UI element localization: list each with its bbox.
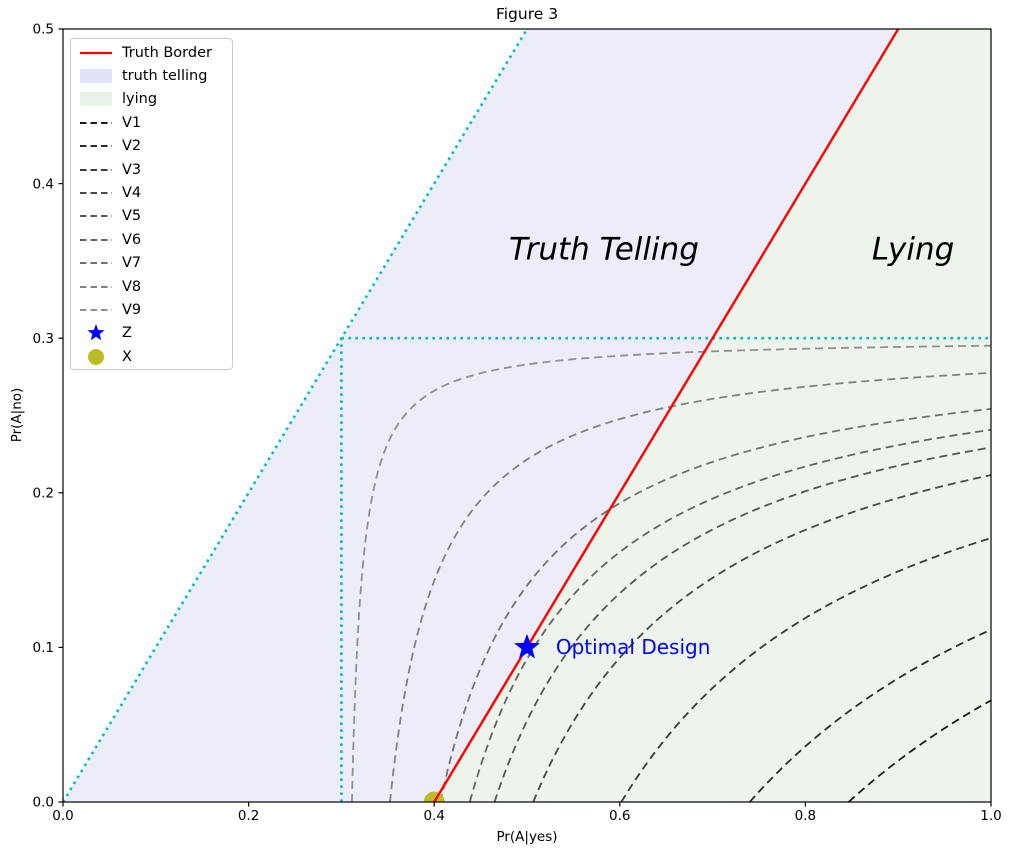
- y-tick-label: 0.0: [33, 795, 54, 811]
- legend-dashed-marker: [80, 262, 112, 265]
- legend-entry-v5: V5: [78, 205, 232, 228]
- legend-dashed-marker: [80, 192, 112, 194]
- x-tick-label: 0.2: [238, 808, 259, 824]
- x-tick-label: 0.6: [609, 808, 630, 824]
- legend-label: lying: [122, 91, 158, 108]
- legend-patch-marker: [80, 92, 112, 107]
- legend-entry-v3: V3: [78, 158, 232, 181]
- marker-Z-star: [514, 633, 540, 659]
- legend-entry-v9: V9: [78, 298, 232, 321]
- region-lying: [434, 29, 991, 802]
- legend-box: Truth Border truth telling lying V1 V2 V3 V4 V5…: [70, 38, 233, 370]
- legend-entry-v6: V6: [78, 228, 232, 251]
- legend-entry-v2: V2: [78, 135, 232, 158]
- legend-dashed-marker: [80, 285, 112, 288]
- legend-label: V5: [122, 208, 142, 225]
- y-tick-label: 0.2: [33, 486, 54, 502]
- legend-entry-v7: V7: [78, 252, 232, 275]
- contour-V7: [439, 407, 991, 802]
- legend-dashed-marker: [80, 145, 112, 148]
- legend-dashed-marker: [80, 168, 112, 171]
- contour-V1: [848, 699, 991, 802]
- y-tick-label: 0.3: [33, 331, 54, 347]
- legend-entry-lying: lying: [78, 88, 232, 111]
- legend-entry-truth-border: Truth Border: [78, 41, 232, 64]
- contour-V5: [493, 446, 991, 802]
- contour-V4: [532, 474, 991, 802]
- legend-entry-truth-telling: truth telling: [78, 64, 232, 87]
- annotation-truth-telling: Truth Telling: [509, 231, 699, 268]
- legend-line-marker: [80, 51, 112, 54]
- plot-contents: [63, 29, 991, 802]
- legend-label: V1: [122, 114, 142, 131]
- truth-border-line: [433, 29, 900, 802]
- legend-entry-z: Z: [78, 322, 232, 345]
- y-tick-label: 0.5: [33, 22, 54, 38]
- legend-circle-marker: [88, 348, 104, 365]
- legend-label: truth telling: [122, 68, 208, 85]
- y-axis-label: Pr(A|no): [9, 387, 25, 443]
- x-tick-label: 0.8: [795, 808, 816, 824]
- legend-label: V9: [122, 301, 142, 318]
- guide-line-0: [63, 29, 529, 802]
- axes-spines: [62, 28, 992, 803]
- legend-label: V2: [122, 138, 142, 155]
- contour-V2: [749, 628, 991, 802]
- legend-label: V7: [122, 255, 142, 272]
- legend-label: V3: [122, 161, 142, 178]
- x-axis-label: Pr(A|yes): [496, 829, 558, 845]
- legend-patch-glyph: [80, 69, 112, 84]
- x-tick-label: 0.4: [423, 808, 444, 824]
- legend-circle-glyph: [88, 348, 104, 365]
- legend-label: Z: [122, 325, 132, 342]
- legend-entry-v8: V8: [78, 275, 232, 298]
- legend-dashed-marker: [80, 121, 112, 124]
- annotation-lying: Lying: [871, 231, 955, 268]
- contour-V6: [468, 428, 991, 802]
- legend-star-glyph: [87, 324, 105, 341]
- legend-dashed-marker: [80, 238, 112, 241]
- legend-label: V6: [122, 231, 142, 248]
- legend-dashed-marker: [80, 215, 112, 218]
- legend-patch-glyph: [80, 92, 112, 107]
- legend-label: V8: [122, 278, 142, 295]
- region-truth-telling: [63, 29, 899, 802]
- plot-title: Figure 3: [495, 5, 559, 23]
- legend-label: X: [122, 348, 132, 365]
- legend-patch-marker: [80, 69, 112, 84]
- legend-star-marker: [87, 324, 105, 341]
- x-tick-label: 0.0: [52, 808, 73, 824]
- legend-entry-v1: V1: [78, 111, 232, 134]
- contour-V9: [351, 344, 991, 802]
- y-tick-label: 0.4: [33, 176, 54, 192]
- y-tick-label: 0.1: [33, 640, 54, 656]
- legend-entry-v4: V4: [78, 181, 232, 204]
- annotation-optimal-design: Optimal Design: [555, 635, 711, 660]
- x-tick-label: 1.0: [980, 808, 1001, 824]
- contour-V8: [389, 371, 991, 802]
- legend-label: V4: [122, 185, 142, 202]
- legend-label: Truth Border: [122, 44, 212, 61]
- legend-entry-x: X: [78, 345, 232, 368]
- legend-dashed-marker: [80, 309, 112, 311]
